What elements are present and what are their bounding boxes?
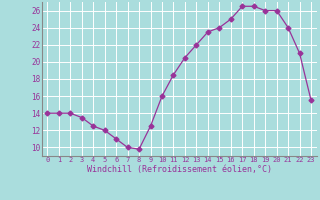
X-axis label: Windchill (Refroidissement éolien,°C): Windchill (Refroidissement éolien,°C): [87, 165, 272, 174]
